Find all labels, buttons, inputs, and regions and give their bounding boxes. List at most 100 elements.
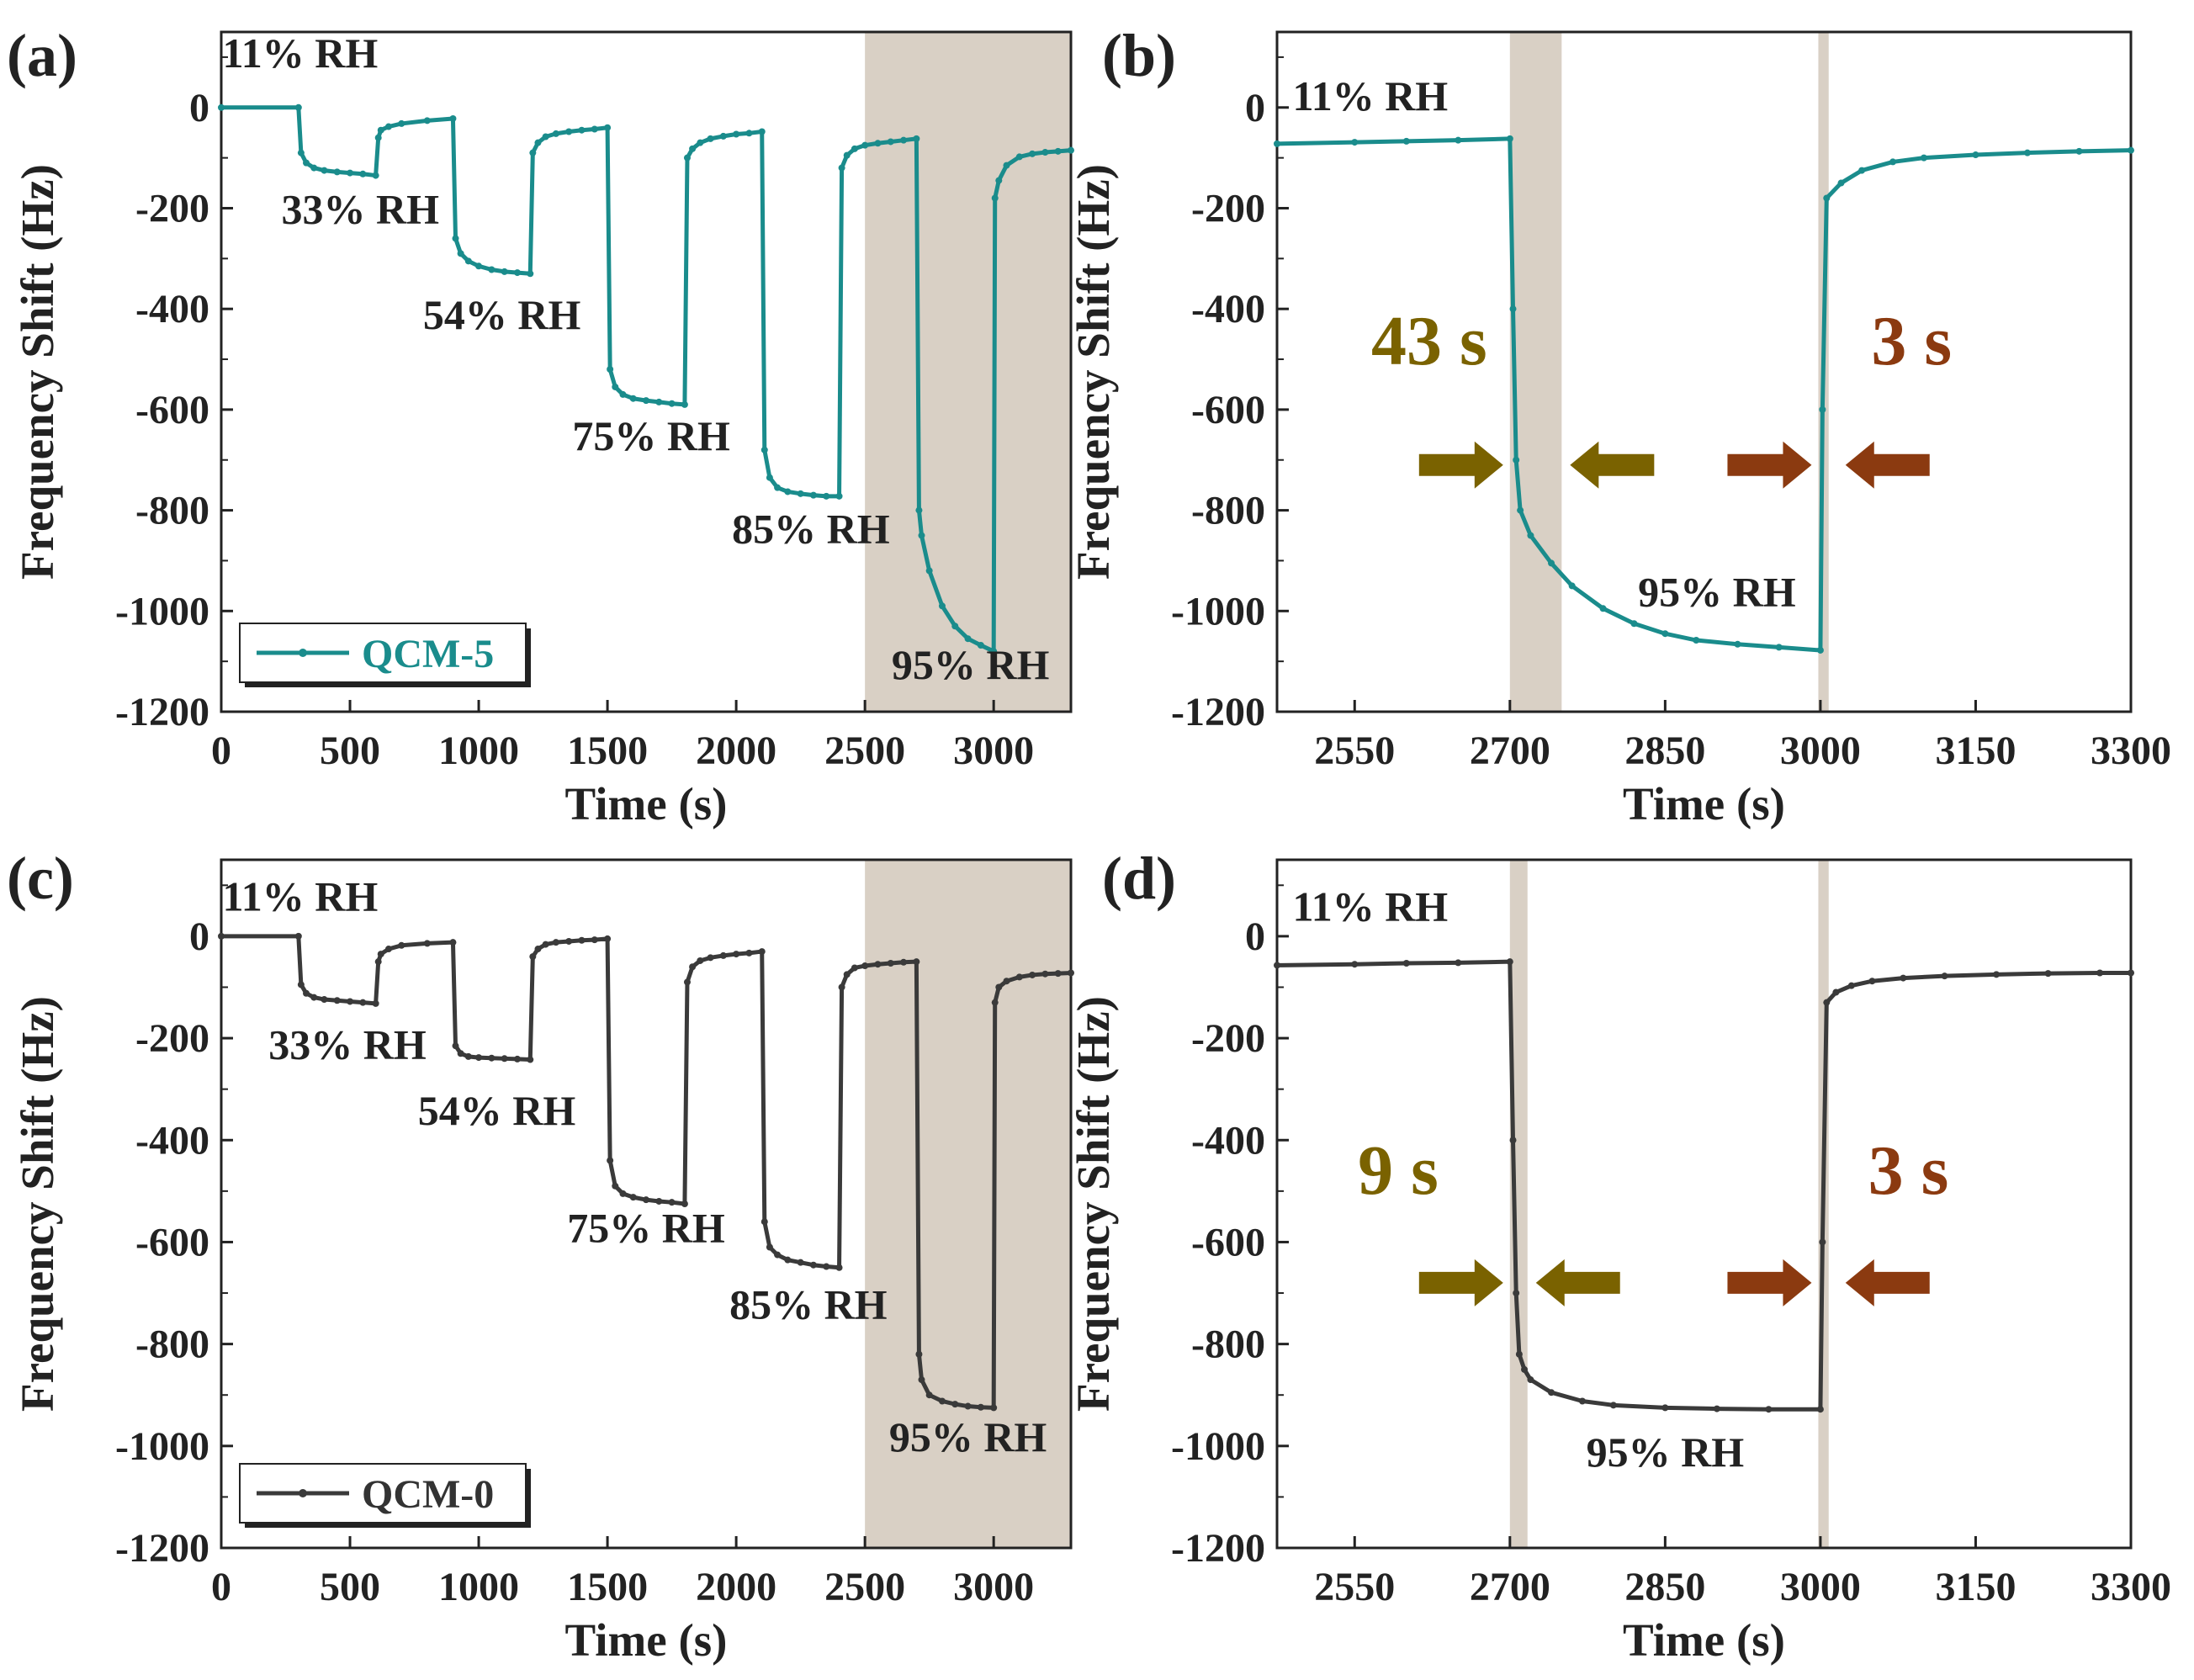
rh-annotation: 85% RH: [732, 505, 890, 552]
y-tick-label: -800: [135, 489, 209, 533]
data-point: [527, 270, 534, 278]
data-point: [604, 935, 612, 942]
data-point: [619, 390, 627, 398]
data-point: [1993, 971, 2001, 978]
data-point: [990, 648, 998, 655]
data-point: [1568, 582, 1576, 590]
data-point: [303, 989, 310, 997]
data-point: [697, 957, 704, 964]
rh-annotation: 95% RH: [1587, 1428, 1745, 1476]
panel-b: 0 -200 -400 -600 -800 -1000 -1200 2550 2700 2850 3…: [1068, 30, 2171, 829]
data-point: [1713, 1405, 1720, 1412]
data-point: [1661, 630, 1669, 638]
data-point: [1521, 1365, 1529, 1373]
x-tick-label: 500: [320, 729, 380, 773]
data-point: [913, 135, 920, 142]
data-point: [452, 235, 459, 242]
x-tick-label: 500: [320, 1565, 380, 1609]
data-point: [321, 996, 328, 1004]
data-point: [835, 1264, 843, 1271]
rh-annotation: 54% RH: [423, 291, 581, 338]
series-line: [221, 105, 1072, 654]
data-point: [784, 488, 792, 496]
rh-annotation: 75% RH: [572, 412, 730, 459]
legend-marker: [299, 1489, 307, 1497]
data-point: [218, 103, 225, 111]
data-point: [534, 946, 542, 953]
data-point: [1402, 960, 1410, 967]
data-point: [1819, 405, 1826, 413]
x-tick-label: 3300: [2091, 729, 2171, 773]
rh-annotation: 11% RH: [223, 29, 379, 77]
arrow-left-icon: [1570, 441, 1655, 489]
data-point: [851, 145, 858, 152]
data-point: [552, 939, 559, 946]
panel-label-c: (c): [7, 845, 74, 912]
x-tick-label: 2700: [1470, 1565, 1550, 1609]
y-tick-label: -400: [1191, 1118, 1265, 1163]
data-point: [464, 257, 472, 265]
plot-frame: [1275, 858, 2133, 1550]
data-point: [612, 383, 619, 390]
data-point: [964, 1402, 972, 1410]
data-point: [1837, 179, 1845, 187]
x-tick-label: 2700: [1470, 729, 1550, 773]
arrow-right-icon: [1727, 441, 1812, 489]
y-tick-label: -200: [1191, 1016, 1265, 1061]
data-point: [591, 125, 598, 133]
y-tick-label: 0: [189, 914, 209, 959]
data-point: [1029, 150, 1036, 157]
data-point: [1274, 962, 1280, 969]
x-tick-label: 3000: [953, 729, 1034, 773]
data-point: [719, 951, 727, 959]
series-line: [1276, 959, 2131, 1412]
data-point: [758, 948, 766, 956]
data-point: [398, 119, 405, 127]
data-point: [1832, 988, 1840, 996]
x-tick-label: 0: [211, 729, 231, 773]
arrow-left-icon: [1535, 1259, 1620, 1306]
data-point: [915, 506, 923, 514]
arrow-left-icon: [1845, 441, 1930, 489]
panel-d: 0 -200 -400 -600 -800 -1000 -1200 2550 2700 2850 3…: [1068, 858, 2171, 1666]
y-tick-label: -1000: [115, 589, 209, 633]
x-tick-label: 3150: [1935, 1565, 2016, 1609]
data-point: [1693, 637, 1700, 644]
data-point: [689, 145, 697, 152]
rh-annotation: 11% RH: [223, 873, 379, 920]
data-point: [488, 266, 496, 273]
data-point: [464, 1052, 472, 1060]
data-point: [372, 172, 379, 179]
x-tick-label: 3300: [2091, 1565, 2171, 1609]
data-point: [565, 128, 573, 135]
data-point: [1900, 974, 1907, 982]
data-point: [488, 1054, 496, 1062]
data-point: [1054, 970, 1062, 978]
y-tick-label: -1000: [115, 1424, 209, 1469]
data-point: [681, 1200, 688, 1207]
x-tick-label: 2850: [1624, 1565, 1705, 1609]
data-point: [1920, 154, 1927, 162]
data-point: [452, 1042, 459, 1050]
data-point: [542, 941, 549, 948]
data-point: [2075, 147, 2083, 155]
data-point: [2023, 149, 2031, 156]
data-point: [851, 964, 858, 972]
data-point: [1858, 167, 1866, 174]
data-point: [784, 1256, 792, 1264]
data-point: [607, 1157, 614, 1164]
plot-frame: [220, 858, 1073, 1550]
y-axis-label: Frequency Shift (Hz): [12, 164, 63, 580]
data-point: [900, 958, 908, 966]
data-point: [655, 398, 663, 405]
data-point: [629, 1194, 637, 1201]
data-point: [938, 1397, 946, 1405]
data-point: [333, 168, 341, 176]
panel-label-a: (a): [7, 22, 77, 89]
x-axis-label: Time (s): [565, 778, 728, 829]
rh-annotation: 54% RH: [418, 1087, 576, 1134]
data-point: [565, 937, 573, 945]
data-point: [377, 951, 384, 958]
shaded-region: [1509, 860, 1528, 1548]
